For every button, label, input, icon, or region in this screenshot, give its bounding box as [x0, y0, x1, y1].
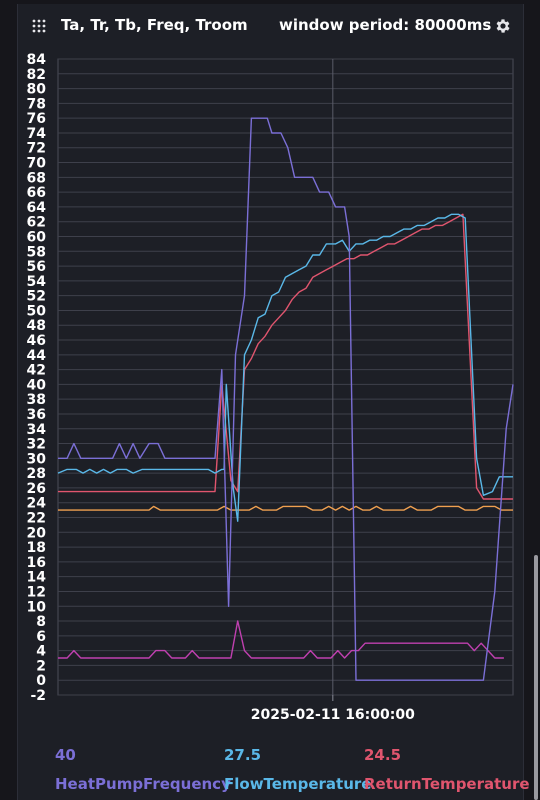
- y-tick-label: 42: [27, 363, 46, 379]
- y-tick-label: 82: [27, 67, 46, 83]
- y-tick-label: 40: [27, 377, 47, 393]
- y-tick-label: 78: [27, 96, 46, 112]
- y-tick-label: 72: [27, 141, 46, 157]
- legend-value-heatpump: 40: [55, 746, 76, 764]
- y-tick-label: 52: [27, 289, 46, 305]
- y-tick-label: 18: [27, 540, 46, 556]
- y-tick-label: 12: [27, 584, 46, 600]
- y-tick-label: 8: [36, 614, 46, 630]
- legend-value-return: 24.5: [364, 746, 402, 764]
- y-tick-label: 16: [27, 555, 46, 571]
- scrollbar-track[interactable]: [532, 0, 540, 800]
- scrollbar-thumb[interactable]: [534, 555, 538, 800]
- y-tick-label: 66: [27, 185, 46, 201]
- y-tick-label: 56: [27, 259, 46, 275]
- y-tick-label: 26: [27, 481, 46, 497]
- chart-title: Ta, Tr, Tb, Freq, Troom: [61, 16, 248, 34]
- y-tick-label: 46: [27, 333, 46, 349]
- y-tick-label: 22: [27, 511, 46, 527]
- y-tick-label: 60: [27, 229, 47, 245]
- series-heatpump-frequency-line: [58, 117, 514, 681]
- y-tick-label: 76: [27, 111, 46, 127]
- series-orange-line: [58, 505, 513, 511]
- y-tick-label: 30: [27, 451, 47, 467]
- legend-value-flow: 27.5: [224, 746, 262, 764]
- y-tick-label: 20: [27, 525, 47, 541]
- y-tick-label: 14: [27, 570, 47, 586]
- legend-flow-temperature[interactable]: FlowTemperature: [224, 775, 372, 793]
- y-tick-label: 36: [27, 407, 46, 423]
- series-magenta-line: [58, 620, 504, 659]
- series-flow-temperature-line: [57, 213, 513, 522]
- y-tick-label: 50: [27, 303, 47, 319]
- y-tick-label: 10: [27, 599, 47, 615]
- y-tick-label: 28: [27, 466, 46, 482]
- y-tick-label: 38: [27, 392, 46, 408]
- y-tick-label: 74: [27, 126, 47, 142]
- gear-icon[interactable]: [494, 17, 512, 35]
- y-tick-label: 70: [27, 156, 47, 172]
- y-tick-label: 58: [27, 244, 46, 260]
- y-tick-label: 80: [27, 82, 47, 98]
- chart-card: [17, 4, 524, 800]
- y-tick-label: 34: [27, 422, 47, 438]
- y-tick-label: 48: [27, 318, 46, 334]
- y-tick-label: 54: [27, 274, 47, 290]
- plot-frame: [57, 58, 514, 696]
- y-tick-label: 32: [27, 437, 46, 453]
- y-tick-label: 2: [36, 658, 46, 674]
- y-tick-label: 44: [27, 348, 47, 364]
- x-tick-label: 2025-02-11 16:00:00: [251, 707, 415, 723]
- y-tick-label: 4: [36, 644, 46, 660]
- legend-return-temperature[interactable]: ReturnTemperature: [364, 775, 530, 793]
- y-tick-label: 84: [27, 52, 47, 68]
- y-tick-label: 68: [27, 170, 46, 186]
- y-tick-label: 64: [27, 200, 47, 216]
- y-tick-label: 6: [36, 629, 46, 645]
- window-period: window period: 80000ms: [279, 16, 492, 34]
- y-tick-label: 62: [27, 215, 46, 231]
- y-tick-label: -2: [30, 688, 46, 704]
- y-tick-label: 24: [27, 496, 47, 512]
- series-return-temperature-line: [58, 213, 513, 500]
- y-tick-label: 0: [36, 673, 46, 689]
- grid-dots-icon[interactable]: [31, 18, 47, 34]
- legend-heatpump-frequency[interactable]: HeatPumpFrequency: [55, 775, 231, 793]
- chart-header: Ta, Tr, Tb, Freq, Troom window period: 8…: [17, 4, 522, 48]
